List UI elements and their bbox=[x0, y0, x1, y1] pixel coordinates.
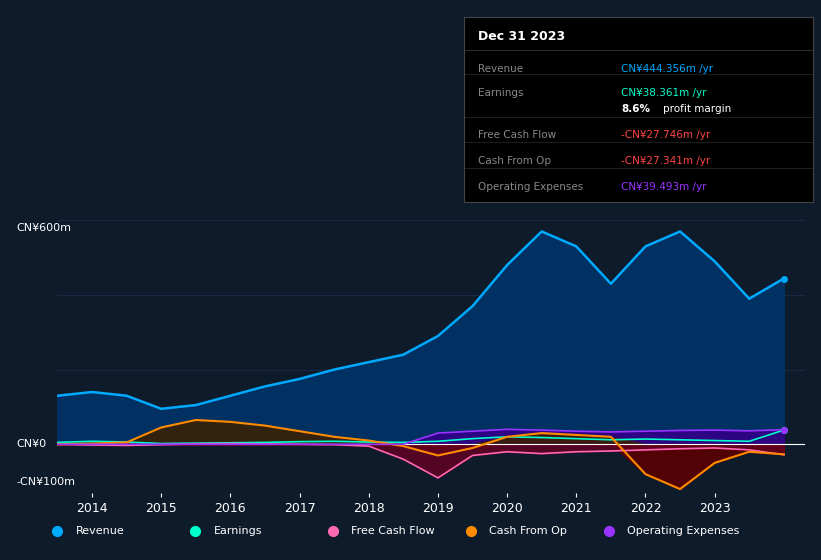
Text: Cash From Op: Cash From Op bbox=[489, 526, 567, 536]
Text: CN¥0: CN¥0 bbox=[16, 439, 47, 449]
Text: Revenue: Revenue bbox=[478, 63, 523, 73]
Text: Operating Expenses: Operating Expenses bbox=[627, 526, 740, 536]
Text: Earnings: Earnings bbox=[213, 526, 262, 536]
Text: Cash From Op: Cash From Op bbox=[478, 156, 551, 166]
Text: CN¥600m: CN¥600m bbox=[16, 223, 71, 233]
Text: Earnings: Earnings bbox=[478, 87, 523, 97]
Text: Dec 31 2023: Dec 31 2023 bbox=[478, 30, 565, 43]
Text: -CN¥27.341m /yr: -CN¥27.341m /yr bbox=[621, 156, 710, 166]
Text: Revenue: Revenue bbox=[76, 526, 124, 536]
Text: profit margin: profit margin bbox=[663, 104, 731, 114]
Text: 8.6%: 8.6% bbox=[621, 104, 650, 114]
Text: CN¥444.356m /yr: CN¥444.356m /yr bbox=[621, 63, 713, 73]
Text: Free Cash Flow: Free Cash Flow bbox=[351, 526, 435, 536]
Text: Operating Expenses: Operating Expenses bbox=[478, 182, 583, 192]
Text: CN¥39.493m /yr: CN¥39.493m /yr bbox=[621, 182, 706, 192]
Text: -CN¥27.746m /yr: -CN¥27.746m /yr bbox=[621, 130, 710, 140]
Text: -CN¥100m: -CN¥100m bbox=[16, 477, 76, 487]
Text: CN¥38.361m /yr: CN¥38.361m /yr bbox=[621, 87, 706, 97]
Text: Free Cash Flow: Free Cash Flow bbox=[478, 130, 556, 140]
